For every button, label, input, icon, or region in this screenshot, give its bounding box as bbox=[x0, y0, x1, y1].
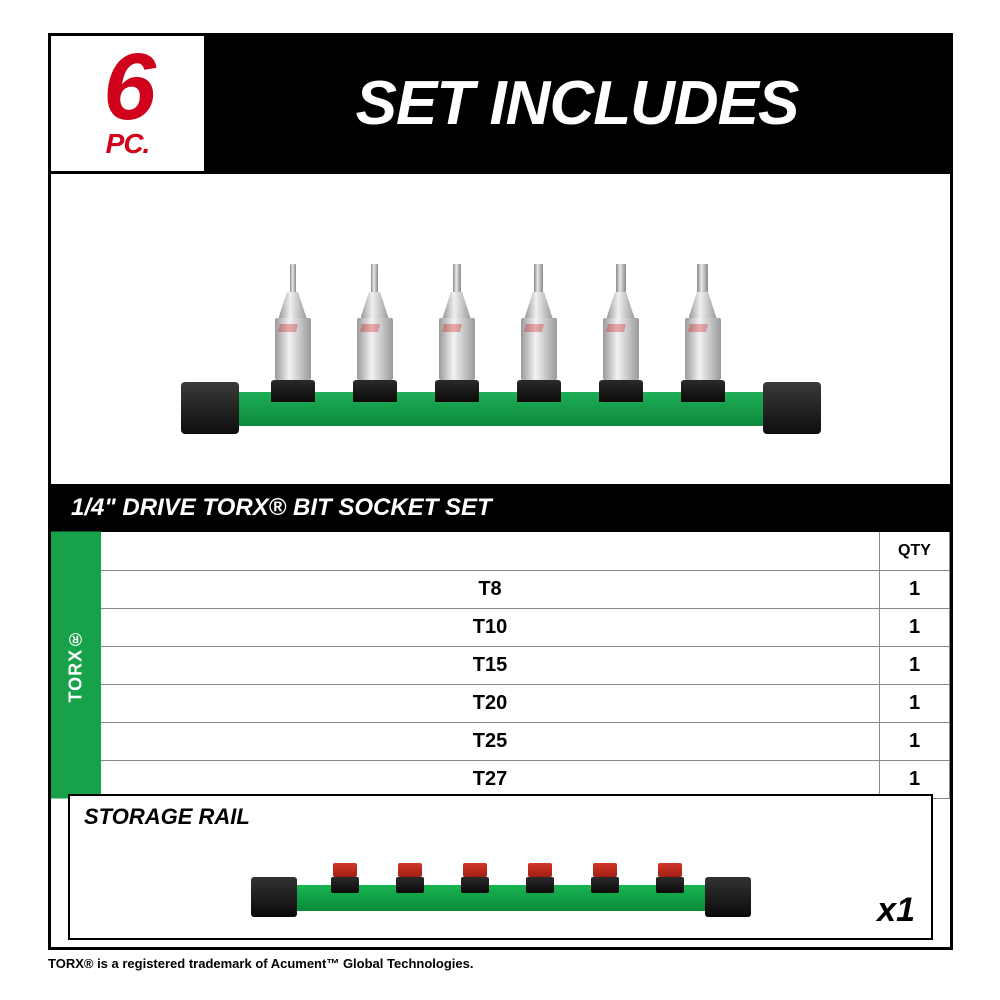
size-cell: T25 bbox=[101, 722, 880, 760]
title-text: SET INCLUDES bbox=[356, 68, 799, 139]
storage-body bbox=[70, 838, 931, 938]
rail-clip bbox=[591, 863, 619, 893]
storage-rail-illustration bbox=[251, 853, 751, 923]
bit-4 bbox=[515, 264, 563, 402]
size-cell: T10 bbox=[101, 608, 880, 646]
product-image-area bbox=[51, 174, 950, 484]
contents-table-section: 1/4" DRIVE TORX® BIT SOCKET SET TORX® QT… bbox=[51, 484, 950, 799]
table-row: T251 bbox=[101, 722, 950, 760]
storage-title: STORAGE RAIL bbox=[70, 796, 931, 838]
bit-6 bbox=[679, 264, 727, 402]
qty-cell: 1 bbox=[880, 608, 950, 646]
piece-count-label: PC. bbox=[106, 128, 150, 160]
bit-set-illustration bbox=[181, 214, 821, 444]
bit-3 bbox=[433, 264, 481, 402]
table-row: T271 bbox=[101, 760, 950, 798]
table-header-row: QTY bbox=[101, 532, 950, 570]
header: 6 PC. SET INCLUDES bbox=[51, 36, 950, 171]
storage-rail-cap-left bbox=[251, 877, 297, 917]
qty-cell: 1 bbox=[880, 646, 950, 684]
rail-cap-left bbox=[181, 382, 239, 434]
bit-1 bbox=[269, 264, 317, 402]
table-row: T101 bbox=[101, 608, 950, 646]
qty-cell: 1 bbox=[880, 570, 950, 608]
footer-trademark-note: TORX® is a registered trademark of Acume… bbox=[48, 956, 473, 971]
storage-rail-cap-right bbox=[705, 877, 751, 917]
rail-clip bbox=[331, 863, 359, 893]
rail-cap-right bbox=[763, 382, 821, 434]
table-title: 1/4" DRIVE TORX® BIT SOCKET SET bbox=[51, 484, 950, 532]
rail-clip bbox=[656, 863, 684, 893]
title-bar: SET INCLUDES bbox=[204, 36, 950, 171]
qty-cell: 1 bbox=[880, 760, 950, 798]
size-cell: T15 bbox=[101, 646, 880, 684]
qty-cell: 1 bbox=[880, 684, 950, 722]
storage-rail-section: STORAGE RAIL x1 bbox=[68, 794, 933, 940]
size-cell: T8 bbox=[101, 570, 880, 608]
table-row: T151 bbox=[101, 646, 950, 684]
bit-5 bbox=[597, 264, 645, 402]
table-row: T201 bbox=[101, 684, 950, 722]
size-header bbox=[101, 532, 880, 570]
qty-header: QTY bbox=[880, 532, 950, 570]
piece-count-number: 6 bbox=[103, 47, 152, 128]
rail-clip bbox=[526, 863, 554, 893]
contents-table: QTY T81 T101 T151 T201 T251 T271 bbox=[101, 532, 950, 799]
qty-cell: 1 bbox=[880, 722, 950, 760]
bit-2 bbox=[351, 264, 399, 402]
piece-count-box: 6 PC. bbox=[51, 36, 204, 171]
rail-clip bbox=[396, 863, 424, 893]
table-wrap: TORX® QTY T81 T101 T151 T201 T251 T271 bbox=[51, 532, 950, 799]
table-row: T81 bbox=[101, 570, 950, 608]
storage-qty-label: x1 bbox=[877, 891, 915, 930]
size-cell: T20 bbox=[101, 684, 880, 722]
size-cell: T27 bbox=[101, 760, 880, 798]
rail-clip bbox=[461, 863, 489, 893]
table-side-label: TORX® bbox=[51, 532, 101, 799]
infographic-frame: 6 PC. SET INCLUDES 1/4" DRIVE TORX® BIT … bbox=[48, 33, 953, 950]
